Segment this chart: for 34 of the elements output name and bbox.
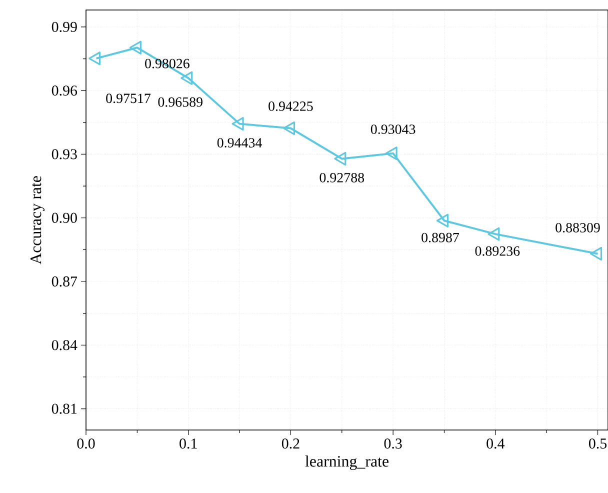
data-label: 0.89236 bbox=[475, 246, 520, 256]
data-label: 0.88309 bbox=[556, 222, 600, 232]
point bbox=[232, 116, 244, 131]
y-tick-label: 0.99 bbox=[52, 22, 77, 32]
y-tick-label: 0.96 bbox=[52, 86, 78, 96]
point bbox=[180, 71, 193, 85]
point bbox=[88, 52, 101, 66]
y-tick-label: 0.90 bbox=[52, 212, 77, 223]
data-label: 0.94225 bbox=[268, 102, 313, 111]
point bbox=[282, 121, 295, 136]
data-label: 0.97517 bbox=[106, 94, 151, 104]
data-label: 0.8987 bbox=[422, 232, 460, 242]
data-label: 0.93043 bbox=[370, 124, 416, 134]
x-tick-label: 0.2 bbox=[282, 438, 300, 449]
y-tick-label: 0.93 bbox=[52, 149, 77, 160]
point bbox=[129, 40, 142, 54]
x-tick-label: 0.3 bbox=[384, 438, 402, 449]
point bbox=[334, 152, 346, 166]
y-tick-label: 0.81 bbox=[52, 404, 77, 414]
data-label: 0.92788 bbox=[320, 172, 364, 182]
data-label: 0.96589 bbox=[158, 97, 202, 107]
point bbox=[436, 214, 449, 228]
point bbox=[385, 146, 398, 160]
x-tick-label: 0.1 bbox=[180, 438, 197, 449]
point bbox=[488, 227, 500, 241]
data-label: 0.94434 bbox=[217, 138, 262, 148]
y-tick-label: 0.84 bbox=[52, 340, 78, 350]
x-tick-label: 0.4 bbox=[486, 438, 505, 449]
y-axis-title: Accuracy rate bbox=[30, 176, 44, 264]
point bbox=[590, 246, 602, 261]
x-axis-title: learning_rate bbox=[305, 455, 389, 470]
x-tick-label: 0.5 bbox=[588, 438, 607, 449]
y-tick-label: 0.87 bbox=[52, 276, 78, 287]
x-tick-label: 0.0 bbox=[77, 438, 95, 449]
